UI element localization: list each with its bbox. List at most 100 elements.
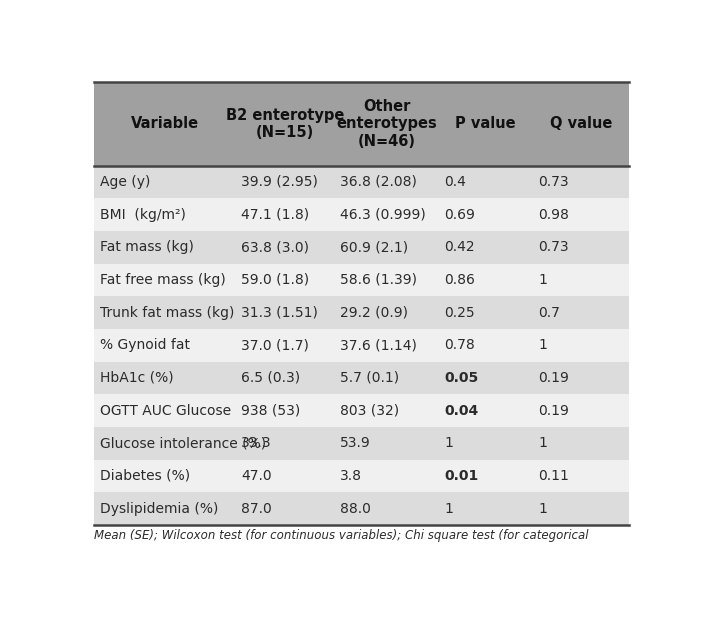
Bar bbox=[533, 264, 629, 296]
Bar bbox=[439, 264, 533, 296]
Bar bbox=[533, 165, 629, 198]
Text: Other
enterotypes
(N=46): Other enterotypes (N=46) bbox=[336, 99, 437, 149]
Bar bbox=[94, 329, 235, 361]
Bar bbox=[439, 165, 533, 198]
Bar bbox=[439, 296, 533, 329]
Text: 29.2 (0.9): 29.2 (0.9) bbox=[340, 305, 408, 320]
Bar bbox=[235, 231, 335, 264]
Bar bbox=[94, 427, 235, 460]
Text: 47.1 (1.8): 47.1 (1.8) bbox=[241, 208, 309, 221]
Text: Fat mass (kg): Fat mass (kg) bbox=[100, 240, 194, 254]
Bar bbox=[335, 198, 439, 231]
Bar bbox=[235, 198, 335, 231]
Bar bbox=[439, 361, 533, 394]
Text: 5.7 (0.1): 5.7 (0.1) bbox=[340, 371, 399, 385]
Text: 0.11: 0.11 bbox=[538, 469, 569, 483]
Text: 36.8 (2.08): 36.8 (2.08) bbox=[340, 175, 417, 189]
Bar bbox=[94, 296, 235, 329]
Bar bbox=[235, 264, 335, 296]
Text: 63.8 (3.0): 63.8 (3.0) bbox=[241, 240, 309, 254]
Bar bbox=[439, 198, 533, 231]
Text: 59.0 (1.8): 59.0 (1.8) bbox=[241, 273, 309, 287]
Bar bbox=[235, 165, 335, 198]
Bar bbox=[235, 394, 335, 427]
Bar bbox=[335, 427, 439, 460]
Bar bbox=[235, 329, 335, 361]
Bar bbox=[335, 394, 439, 427]
Text: 0.78: 0.78 bbox=[444, 338, 475, 352]
Bar bbox=[335, 329, 439, 361]
Bar bbox=[94, 361, 235, 394]
Bar bbox=[439, 460, 533, 492]
Text: 60.9 (2.1): 60.9 (2.1) bbox=[340, 240, 408, 254]
Bar bbox=[533, 329, 629, 361]
Bar bbox=[94, 231, 235, 264]
Text: 0.69: 0.69 bbox=[444, 208, 475, 221]
Bar bbox=[94, 492, 235, 525]
Text: 1: 1 bbox=[444, 501, 453, 516]
Bar bbox=[335, 231, 439, 264]
Bar bbox=[235, 361, 335, 394]
Text: Glucose intolerance (%): Glucose intolerance (%) bbox=[100, 436, 266, 450]
Bar bbox=[439, 394, 533, 427]
Bar bbox=[533, 427, 629, 460]
Text: HbA1c (%): HbA1c (%) bbox=[100, 371, 173, 385]
Text: 0.19: 0.19 bbox=[538, 404, 569, 417]
Text: Q value: Q value bbox=[550, 116, 612, 131]
Text: 46.3 (0.999): 46.3 (0.999) bbox=[340, 208, 426, 221]
Bar bbox=[235, 460, 335, 492]
Text: 803 (32): 803 (32) bbox=[340, 404, 399, 417]
Bar bbox=[533, 394, 629, 427]
Text: 87.0: 87.0 bbox=[241, 501, 271, 516]
Text: Fat free mass (kg): Fat free mass (kg) bbox=[100, 273, 226, 287]
Text: 0.42: 0.42 bbox=[444, 240, 475, 254]
Text: 1: 1 bbox=[538, 501, 547, 516]
Bar bbox=[235, 492, 335, 525]
Text: 1: 1 bbox=[538, 338, 547, 352]
Bar bbox=[335, 492, 439, 525]
Text: 0.25: 0.25 bbox=[444, 305, 475, 320]
Bar bbox=[533, 492, 629, 525]
Text: Variable: Variable bbox=[130, 116, 199, 131]
Bar bbox=[94, 460, 235, 492]
Bar bbox=[335, 264, 439, 296]
Text: 3.8: 3.8 bbox=[340, 469, 362, 483]
Bar bbox=[335, 361, 439, 394]
Text: Trunk fat mass (kg): Trunk fat mass (kg) bbox=[100, 305, 235, 320]
Bar bbox=[94, 198, 235, 231]
Text: 1: 1 bbox=[538, 436, 547, 450]
Text: Dyslipidemia (%): Dyslipidemia (%) bbox=[100, 501, 219, 516]
Text: 6.5 (0.3): 6.5 (0.3) bbox=[241, 371, 300, 385]
Text: B2 enterotype
(N=15): B2 enterotype (N=15) bbox=[226, 108, 344, 140]
Bar bbox=[94, 394, 235, 427]
Text: OGTT AUC Glucose: OGTT AUC Glucose bbox=[100, 404, 231, 417]
Text: 1: 1 bbox=[538, 273, 547, 287]
Bar bbox=[533, 198, 629, 231]
Text: 37.0 (1.7): 37.0 (1.7) bbox=[241, 338, 309, 352]
Bar bbox=[94, 264, 235, 296]
Text: 1: 1 bbox=[444, 436, 453, 450]
Text: 0.7: 0.7 bbox=[538, 305, 560, 320]
Text: 53.9: 53.9 bbox=[340, 436, 371, 450]
Text: Mean (SE); Wilcoxon test (for continuous variables); Chi square test (for catego: Mean (SE); Wilcoxon test (for continuous… bbox=[94, 529, 588, 542]
Text: 33.3: 33.3 bbox=[241, 436, 271, 450]
Bar bbox=[533, 361, 629, 394]
Text: 0.01: 0.01 bbox=[444, 469, 479, 483]
Bar bbox=[335, 460, 439, 492]
Text: 37.6 (1.14): 37.6 (1.14) bbox=[340, 338, 417, 352]
Text: 0.73: 0.73 bbox=[538, 240, 569, 254]
Text: 938 (53): 938 (53) bbox=[241, 404, 300, 417]
Text: 88.0: 88.0 bbox=[340, 501, 371, 516]
Bar bbox=[533, 460, 629, 492]
Bar bbox=[235, 427, 335, 460]
Bar bbox=[94, 165, 235, 198]
Text: Age (y): Age (y) bbox=[100, 175, 151, 189]
Bar bbox=[235, 296, 335, 329]
Bar bbox=[439, 231, 533, 264]
Text: 58.6 (1.39): 58.6 (1.39) bbox=[340, 273, 417, 287]
Bar bbox=[439, 492, 533, 525]
Text: 0.19: 0.19 bbox=[538, 371, 569, 385]
Text: BMI  (kg/m²): BMI (kg/m²) bbox=[100, 208, 186, 221]
Bar bbox=[533, 296, 629, 329]
Text: 39.9 (2.95): 39.9 (2.95) bbox=[241, 175, 318, 189]
